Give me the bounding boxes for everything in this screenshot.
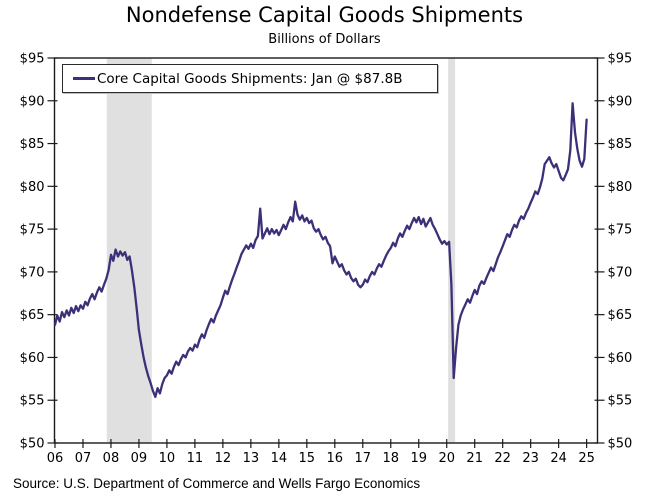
legend-line-swatch [73, 77, 95, 80]
y-axis-label-left: $90 [20, 94, 45, 109]
recession-band [448, 58, 456, 443]
x-axis-label: 20 [438, 451, 455, 466]
y-axis-label-right: $55 [608, 394, 633, 409]
x-axis-label: 24 [550, 451, 567, 466]
y-axis-label-right: $60 [608, 351, 633, 366]
y-axis-label-right: $90 [608, 94, 633, 109]
x-axis-label: 13 [243, 451, 260, 466]
source-note: Source: U.S. Department of Commerce and … [13, 476, 421, 491]
y-axis-label-left: $95 [20, 52, 45, 67]
x-axis-label: 17 [355, 451, 372, 466]
y-axis-label-left: $70 [20, 265, 45, 280]
x-axis-label: 23 [522, 451, 539, 466]
y-axis-label-right: $70 [608, 265, 633, 280]
x-axis-label: 14 [271, 451, 288, 466]
x-axis-label: 08 [103, 451, 120, 466]
x-axis-label: 09 [131, 451, 148, 466]
y-axis-label-right: $75 [608, 223, 633, 238]
chart-subtitle: Billions of Dollars [268, 32, 381, 47]
y-axis-label-left: $55 [20, 394, 45, 409]
y-axis-label-right: $50 [608, 437, 633, 452]
legend-box: Core Capital Goods Shipments: Jan @ $87.… [62, 64, 438, 93]
y-axis-label-right: $65 [608, 308, 633, 323]
x-axis-label: 10 [159, 451, 176, 466]
y-axis-label-left: $65 [20, 308, 45, 323]
x-axis-label: 07 [75, 451, 92, 466]
x-axis-label: 11 [187, 451, 204, 466]
recession-band [106, 58, 152, 443]
y-axis-label-left: $85 [20, 137, 45, 152]
x-axis-label: 15 [299, 451, 316, 466]
plot-border [53, 57, 599, 444]
x-axis-label: 16 [327, 451, 344, 466]
x-axis-label: 19 [410, 451, 427, 466]
x-axis-label: 18 [382, 451, 399, 466]
y-axis-label-left: $75 [20, 223, 45, 238]
y-axis-label-right: $85 [608, 137, 633, 152]
x-axis-label: 06 [47, 451, 64, 466]
x-axis-label: 21 [466, 451, 483, 466]
x-axis-label: 12 [215, 451, 232, 466]
y-axis-label-left: $50 [20, 437, 45, 452]
y-axis-label-left: $80 [20, 180, 45, 195]
x-axis-label: 25 [578, 451, 595, 466]
y-axis-label-right: $80 [608, 180, 633, 195]
chart-title: Nondefense Capital Goods Shipments [125, 3, 524, 27]
y-axis-label-right: $95 [608, 52, 633, 67]
y-axis-label-left: $60 [20, 351, 45, 366]
data-line [53, 102, 588, 398]
legend-label: Core Capital Goods Shipments: Jan @ $87.… [97, 70, 403, 87]
x-axis-label: 22 [494, 451, 511, 466]
